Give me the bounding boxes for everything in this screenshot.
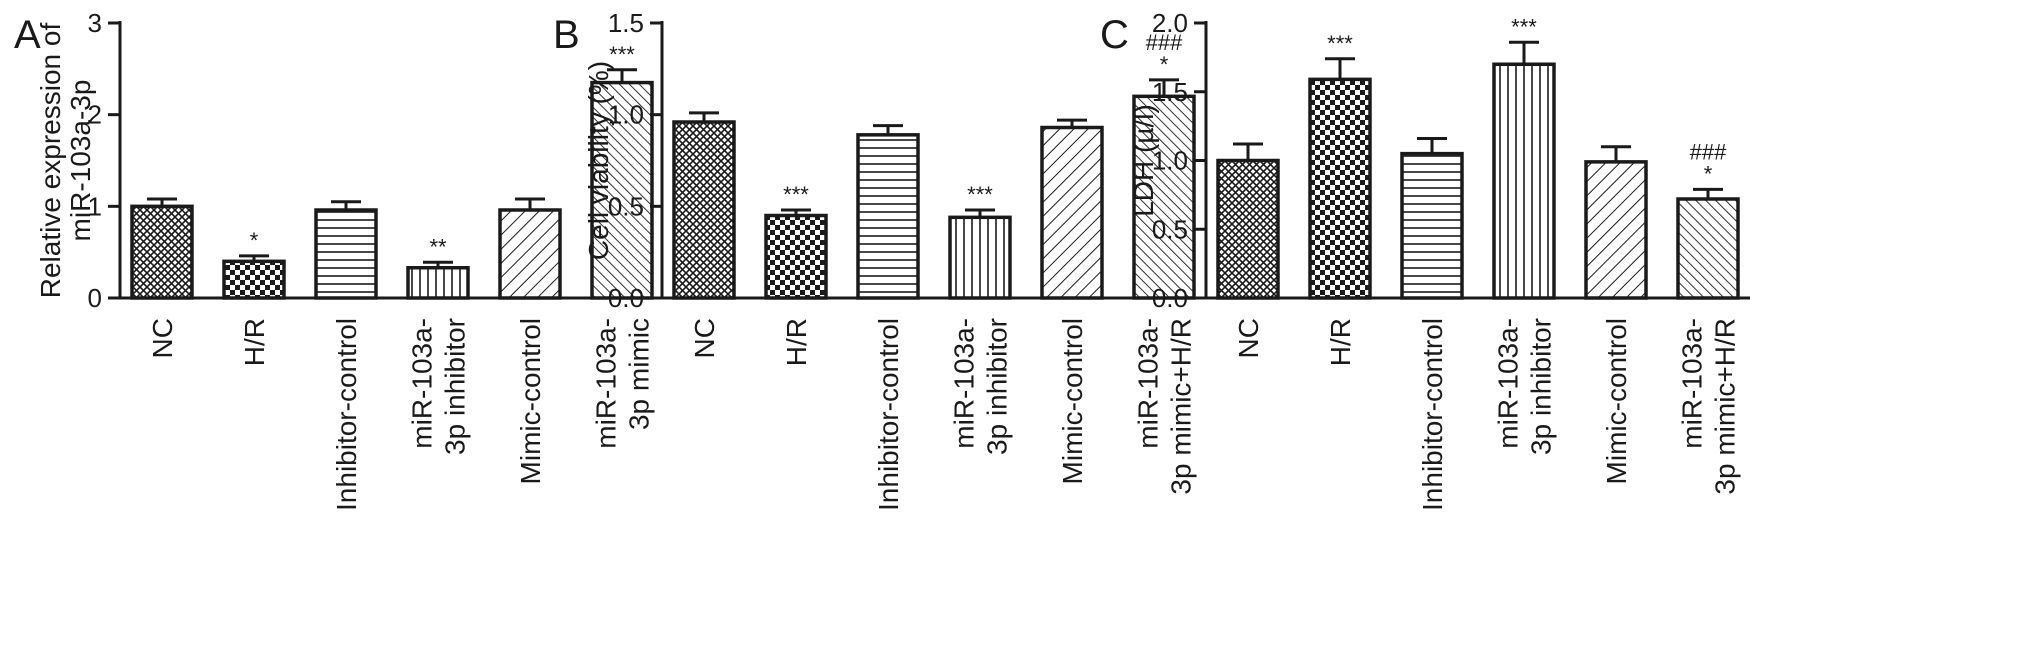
panel-a-bar — [590, 80, 654, 300]
panel-b-y-tick-label: 0.0 — [608, 283, 644, 313]
panel-c-bar — [1308, 77, 1372, 300]
panel-b-category-label: H/R — [781, 318, 812, 366]
panel-c-bar — [1676, 197, 1740, 300]
panel-a-significance-label: * — [250, 228, 259, 253]
panel-b-category-label: 3p mimic+H/R — [1166, 318, 1197, 495]
panel-c-category-label: Inhibitor-control — [1417, 318, 1448, 511]
panel-c-y-axis-label: LDH (µ/l) — [1128, 104, 1159, 217]
panel-b-significance-label: * — [1160, 52, 1169, 77]
panel-c-category-label: Mimic-control — [1601, 318, 1632, 484]
panel-c-y-tick-label: 0.0 — [1152, 283, 1188, 313]
panel-c-significance-label: *** — [1327, 31, 1353, 56]
panel-c-category-label: miR-103a- — [1677, 318, 1708, 449]
panel-a-bar — [130, 204, 194, 300]
panel-a-category-label: miR-103a- — [407, 318, 438, 449]
panel-b-significance-label: ### — [1146, 30, 1183, 55]
panel-b-significance-label: *** — [783, 182, 809, 207]
panel-a-category-label: Inhibitor-control — [331, 318, 362, 511]
panel-a-y-tick-label: 2 — [88, 100, 102, 130]
panel-b-bar — [1040, 125, 1104, 300]
panel-a-bar — [314, 208, 378, 300]
panel-a-category-label: NC — [147, 318, 178, 358]
panel-b-category-label: miR-103a- — [1133, 318, 1164, 449]
panel-a-y-tick-label: 0 — [88, 283, 102, 313]
panel-a-y-tick-label: 1 — [88, 191, 102, 221]
panel-c-category-label: NC — [1233, 318, 1264, 358]
panel-c-bar — [1492, 62, 1556, 300]
panel-a-significance-label: *** — [609, 42, 635, 67]
panel-b-y-axis-label: Cell viability (%) — [583, 61, 614, 260]
panel-a-y-axis-label: miR-103a-3p — [65, 80, 96, 242]
panel-a-category-label: H/R — [239, 318, 270, 366]
panel-b-category-label: Inhibitor-control — [873, 318, 904, 511]
panel-b-letter: B — [553, 13, 580, 57]
panel-c-category-label: H/R — [1325, 318, 1356, 366]
panel-c: C LDH (µ/l) 0.0 0.5 1.0 1.5 2.0 NC *** H/R Inhibit… — [1100, 8, 1750, 511]
panel-c-category-label: 3p mimic+H/R — [1710, 318, 1741, 495]
panel-b-y-tick-label: 1.0 — [608, 100, 644, 130]
panel-a-bar — [406, 266, 470, 300]
panel-b-bar — [856, 133, 920, 300]
panel-b-category-label: miR-103a- — [949, 318, 980, 449]
panel-b-y-tick-label: 0.5 — [608, 191, 644, 221]
panel-c-bar — [1584, 160, 1648, 300]
panel-c-category-label: miR-103a- — [1493, 318, 1524, 449]
panel-c-significance-label: ### — [1690, 139, 1727, 164]
panel-c-bar — [1400, 151, 1464, 300]
panel-b-category-label: 3p inhibitor — [982, 318, 1013, 455]
panel-c-y-tick-label: 1.0 — [1152, 146, 1188, 176]
panel-b-category-label: Mimic-control — [1057, 318, 1088, 484]
panel-c-y-tick-label: 0.5 — [1152, 214, 1188, 244]
panel-c-y-tick-label: 1.5 — [1152, 77, 1188, 107]
panel-c-letter: C — [1100, 13, 1129, 57]
panel-c-significance-label: *** — [1511, 14, 1537, 39]
panel-a-category-label: 3p mimic — [624, 318, 655, 430]
panel-a-y-tick-label: 3 — [88, 8, 102, 38]
panel-c-bar — [1216, 158, 1280, 300]
panel-b-bar — [1132, 94, 1196, 300]
panel-a-category-label: miR-103a- — [591, 318, 622, 449]
panel-c-significance-label: * — [1704, 161, 1713, 186]
panel-a-bar — [222, 259, 286, 300]
panel-b-category-label: NC — [689, 318, 720, 358]
panel-a-y-axis-label: Relative expression of — [35, 23, 66, 299]
panel-b-bar — [672, 120, 736, 300]
panel-c-y-tick-label: 2.0 — [1152, 8, 1188, 38]
panel-b-y-tick-label: 1.5 — [608, 8, 644, 38]
panel-a-category-label: 3p inhibitor — [440, 318, 471, 455]
panel-a-category-label: Mimic-control — [515, 318, 546, 484]
panel-a-significance-label: ** — [429, 234, 447, 259]
panel-b-bar — [948, 215, 1012, 300]
panel-a-bar — [498, 208, 562, 300]
panel-b-bar — [764, 213, 828, 300]
panel-c-category-label: 3p inhibitor — [1526, 318, 1557, 455]
panel-a-letter: A — [14, 13, 41, 57]
panel-b-significance-label: *** — [967, 182, 993, 207]
